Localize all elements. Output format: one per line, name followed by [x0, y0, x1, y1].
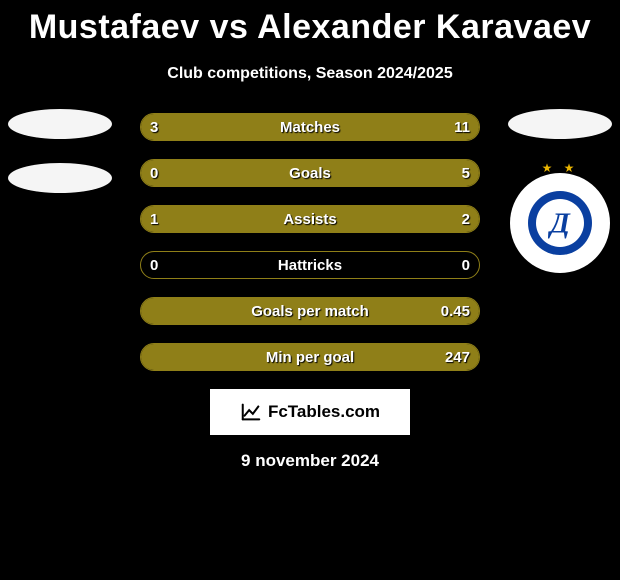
stat-row: Assists1 2: [140, 205, 480, 233]
stat-value-left: 3: [150, 113, 158, 141]
stats-area: ★ ★ Д Matches311Goals05Assists12Hattrick…: [0, 113, 620, 371]
title-player2: Alexander Karavaev: [257, 8, 591, 46]
svg-text:Д: Д: [547, 208, 571, 240]
footer-brand[interactable]: FcTables.com: [210, 389, 410, 435]
title-vs: vs: [210, 8, 249, 46]
stat-label: Min per goal: [140, 343, 480, 371]
stat-label: Goals per match: [140, 297, 480, 325]
footer-date: 9 november 2024: [0, 451, 620, 471]
stat-value-right: 5: [462, 159, 470, 187]
stat-value-right: 0.45: [441, 297, 470, 325]
brand-text: FcTables.com: [268, 402, 380, 422]
stat-label: Hattricks: [140, 251, 480, 279]
right-avatar-column: ★ ★ Д: [500, 113, 620, 163]
stat-label: Assists: [140, 205, 480, 233]
left-avatar-column: [0, 113, 120, 193]
stat-row: Min per goal247: [140, 343, 480, 371]
title-player1: Mustafaev: [29, 8, 200, 46]
player2-club-badge: Д: [510, 173, 610, 273]
stat-value-left: 0: [150, 159, 158, 187]
stat-value-left: 0: [150, 251, 158, 279]
stat-label: Goals: [140, 159, 480, 187]
stat-value-right: 2: [462, 205, 470, 233]
player2-club-badge-wrap: ★ ★ Д: [510, 173, 610, 273]
stat-value-right: 0: [462, 251, 470, 279]
club-badge-icon: Д: [520, 183, 600, 263]
player2-avatar-placeholder: [508, 109, 612, 139]
stat-row: Hattricks0 0: [140, 251, 480, 279]
stat-value-left: 1: [150, 205, 158, 233]
page-title: Mustafaev vs Alexander Karavaev: [0, 0, 620, 47]
player1-avatar-placeholder: [8, 109, 112, 139]
stat-row: Matches3 11: [140, 113, 480, 141]
stat-value-right: 247: [445, 343, 470, 371]
stat-label: Matches: [140, 113, 480, 141]
player1-flag-placeholder: [8, 163, 112, 193]
page-subtitle: Club competitions, Season 2024/2025: [0, 65, 620, 83]
stat-row: Goals per match0.45: [140, 297, 480, 325]
brand-chart-icon: [240, 401, 262, 423]
stat-row: Goals0 5: [140, 159, 480, 187]
stat-value-right: 11: [454, 113, 470, 141]
stats-bars: Matches311Goals05Assists12Hattricks00Goa…: [140, 113, 480, 371]
